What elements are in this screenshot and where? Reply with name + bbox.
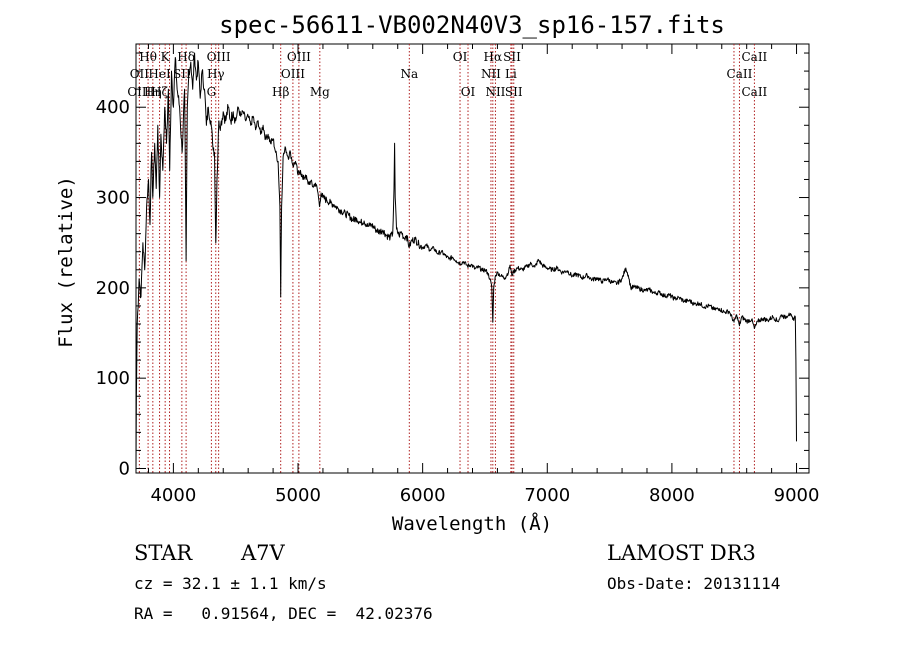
coordinates: RA = 0.91564, DEC = 42.02376	[134, 604, 433, 623]
spectral-line-label: SII	[173, 67, 191, 81]
spectral-line-label: NII	[485, 85, 505, 99]
spectral-line-labels: Hθ OII OIII K HeI Hη SII Hζ Hδ OIII Hγ G OIII OIII Hβ M…	[127, 50, 767, 99]
spectral-line-label: K	[161, 50, 171, 64]
x-tick-label: 9000	[774, 485, 820, 506]
chart-title: spec-56611-VB002N40V3_sp16-157.fits	[219, 11, 725, 39]
x-axis-label: Wavelength (Å)	[392, 512, 552, 535]
object-class: STAR	[134, 541, 193, 565]
spectral-line-label: CaII	[741, 85, 767, 99]
x-axis-ticks: 4000 5000 6000 7000 8000 9000	[147, 44, 820, 506]
spectral-line-label: Hη	[144, 85, 162, 99]
observation-date: Obs-Date: 20131114	[607, 574, 780, 593]
object-subclass: A7V	[240, 541, 286, 565]
spectral-line-label: Li	[505, 67, 517, 81]
y-axis-label: Flux (relative)	[55, 176, 77, 348]
x-tick-label: 8000	[649, 485, 695, 506]
spectral-line-label: OIII	[281, 67, 305, 81]
spectral-line-label: CaII	[741, 50, 767, 64]
spectral-line-label: Hδ	[177, 50, 195, 64]
spectral-line-label: NII	[481, 67, 501, 81]
y-axis-ticks: 0 100 200 300 400	[96, 52, 809, 479]
spectral-line-label: OII	[130, 67, 150, 81]
spectral-line-label: OI	[461, 85, 476, 99]
spectral-line-label: Hθ	[139, 50, 157, 64]
y-tick-label: 0	[119, 458, 130, 479]
y-tick-label: 400	[96, 97, 130, 118]
spectral-line-label: Hβ	[272, 85, 289, 99]
spectral-line-label: HeI	[148, 67, 171, 81]
spectral-line-label: Mg	[310, 85, 330, 99]
x-tick-label: 7000	[524, 485, 570, 506]
plot-frame	[135, 43, 810, 474]
spectral-line-label: Hγ	[207, 67, 225, 81]
spectral-line-label: Na	[400, 67, 418, 81]
spectral-line-label: Hζ	[151, 85, 168, 99]
spectrum-series	[135, 52, 797, 469]
x-tick-label: 6000	[400, 485, 446, 506]
spectral-line-markers	[138, 44, 755, 473]
redshift-value: cz = 32.1 ± 1.1 km/s	[134, 574, 327, 593]
x-tick-label: 5000	[275, 485, 321, 506]
y-tick-label: 300	[96, 188, 130, 209]
y-tick-label: 100	[96, 368, 130, 389]
spectral-line-label: SII	[503, 50, 521, 64]
survey-name: LAMOST DR3	[607, 541, 756, 565]
spectral-line-label: OI	[453, 50, 468, 64]
spectral-line-label: OIII	[287, 50, 311, 64]
y-tick-label: 200	[96, 278, 130, 299]
spectral-line-label: SII	[505, 85, 523, 99]
spectral-line-label: CaII	[727, 67, 753, 81]
spectral-line-label: OIII	[127, 85, 151, 99]
spectrum-line	[135, 52, 797, 469]
spectral-line-label: G	[207, 85, 217, 99]
x-tick-label: 4000	[150, 485, 196, 506]
spectral-line-label: Hα	[484, 50, 503, 64]
spectral-line-label: OIII	[207, 50, 231, 64]
